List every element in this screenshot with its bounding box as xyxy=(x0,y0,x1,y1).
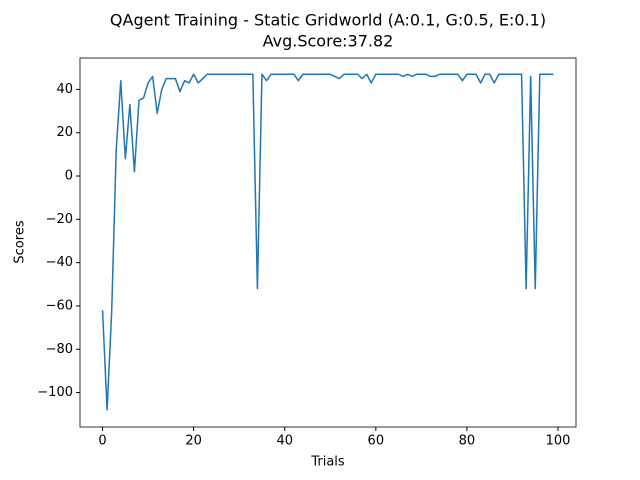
x-axis-label: Trials xyxy=(310,455,345,470)
y-tick-label: −80 xyxy=(46,342,73,357)
x-tick-label: 20 xyxy=(185,434,202,449)
x-tick-label: 60 xyxy=(368,434,385,449)
x-tick-label: 80 xyxy=(459,434,476,449)
y-tick-label: −20 xyxy=(46,212,73,227)
y-tick-label: −40 xyxy=(46,255,73,270)
y-tick-label: −60 xyxy=(46,298,73,313)
x-tick-label: 100 xyxy=(546,434,571,449)
axes-frame xyxy=(79,57,577,428)
x-tick-label: 40 xyxy=(276,434,293,449)
chart-title: QAgent Training - Static Gridworld (A:0.… xyxy=(110,11,546,30)
y-tick-label: −100 xyxy=(37,385,73,400)
y-tick-label: 20 xyxy=(56,125,73,140)
line-series xyxy=(101,73,554,411)
y-tick-label: 40 xyxy=(56,82,73,97)
x-tick-label: 0 xyxy=(98,434,106,449)
y-axis-label: Scores xyxy=(13,220,28,263)
chart-subtitle: Avg.Score:37.82 xyxy=(263,32,394,51)
y-tick-label: 0 xyxy=(65,169,73,184)
